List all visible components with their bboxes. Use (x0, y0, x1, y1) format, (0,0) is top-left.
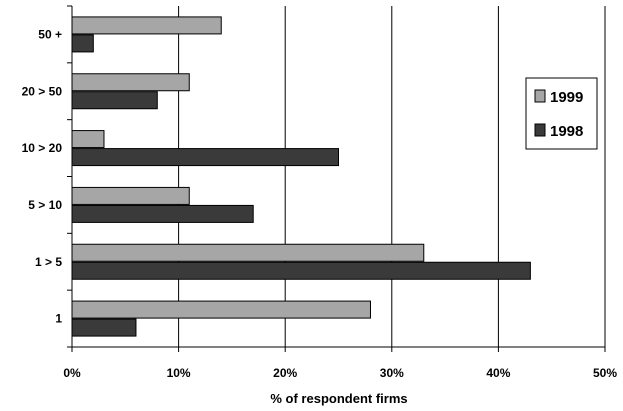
y-tick-label: 10 > 20 (22, 141, 63, 155)
bar-1998 (71, 34, 94, 53)
bar-1999 (71, 243, 425, 262)
x-tick-label: 20% (273, 366, 297, 380)
y-tick-label: 50 + (38, 27, 62, 41)
legend: 1999 1998 (525, 77, 598, 150)
y-tick-label: 1 (55, 312, 62, 326)
legend-label-1999: 1999 (550, 89, 583, 106)
y-tick-label: 20 > 50 (22, 84, 63, 98)
x-tick-label: 10% (167, 366, 191, 380)
y-tick-label: 1 > 5 (35, 255, 62, 269)
gridlines (178, 6, 606, 347)
bar-1998 (71, 261, 531, 280)
bar-1999 (71, 130, 105, 149)
bar-1998 (71, 148, 339, 167)
x-tick-label: 30% (380, 366, 404, 380)
x-tick-label: 0% (63, 366, 81, 380)
bar-1998 (71, 204, 254, 223)
bar-1999 (71, 73, 190, 92)
legend-label-1998: 1998 (550, 123, 583, 140)
bar-1998 (71, 318, 137, 337)
bar-1999 (71, 300, 371, 319)
x-axis-title: % of respondent firms (270, 391, 407, 406)
bar-1999 (71, 186, 190, 205)
axes (67, 5, 606, 352)
x-tick-label: 50% (593, 366, 617, 380)
bar-1998 (71, 91, 158, 110)
y-tick-labels: 50 + 20 > 50 10 > 20 5 > 10 1 > 5 1 (22, 27, 63, 325)
bar-1999 (71, 16, 222, 35)
x-tick-labels: 0% 10% 20% 30% 40% 50% (63, 366, 617, 380)
x-tick-label: 40% (486, 366, 510, 380)
legend-swatch-1998 (534, 123, 546, 137)
y-tick-label: 5 > 10 (28, 198, 62, 212)
legend-swatch-1999 (534, 89, 546, 103)
bars (71, 16, 531, 337)
